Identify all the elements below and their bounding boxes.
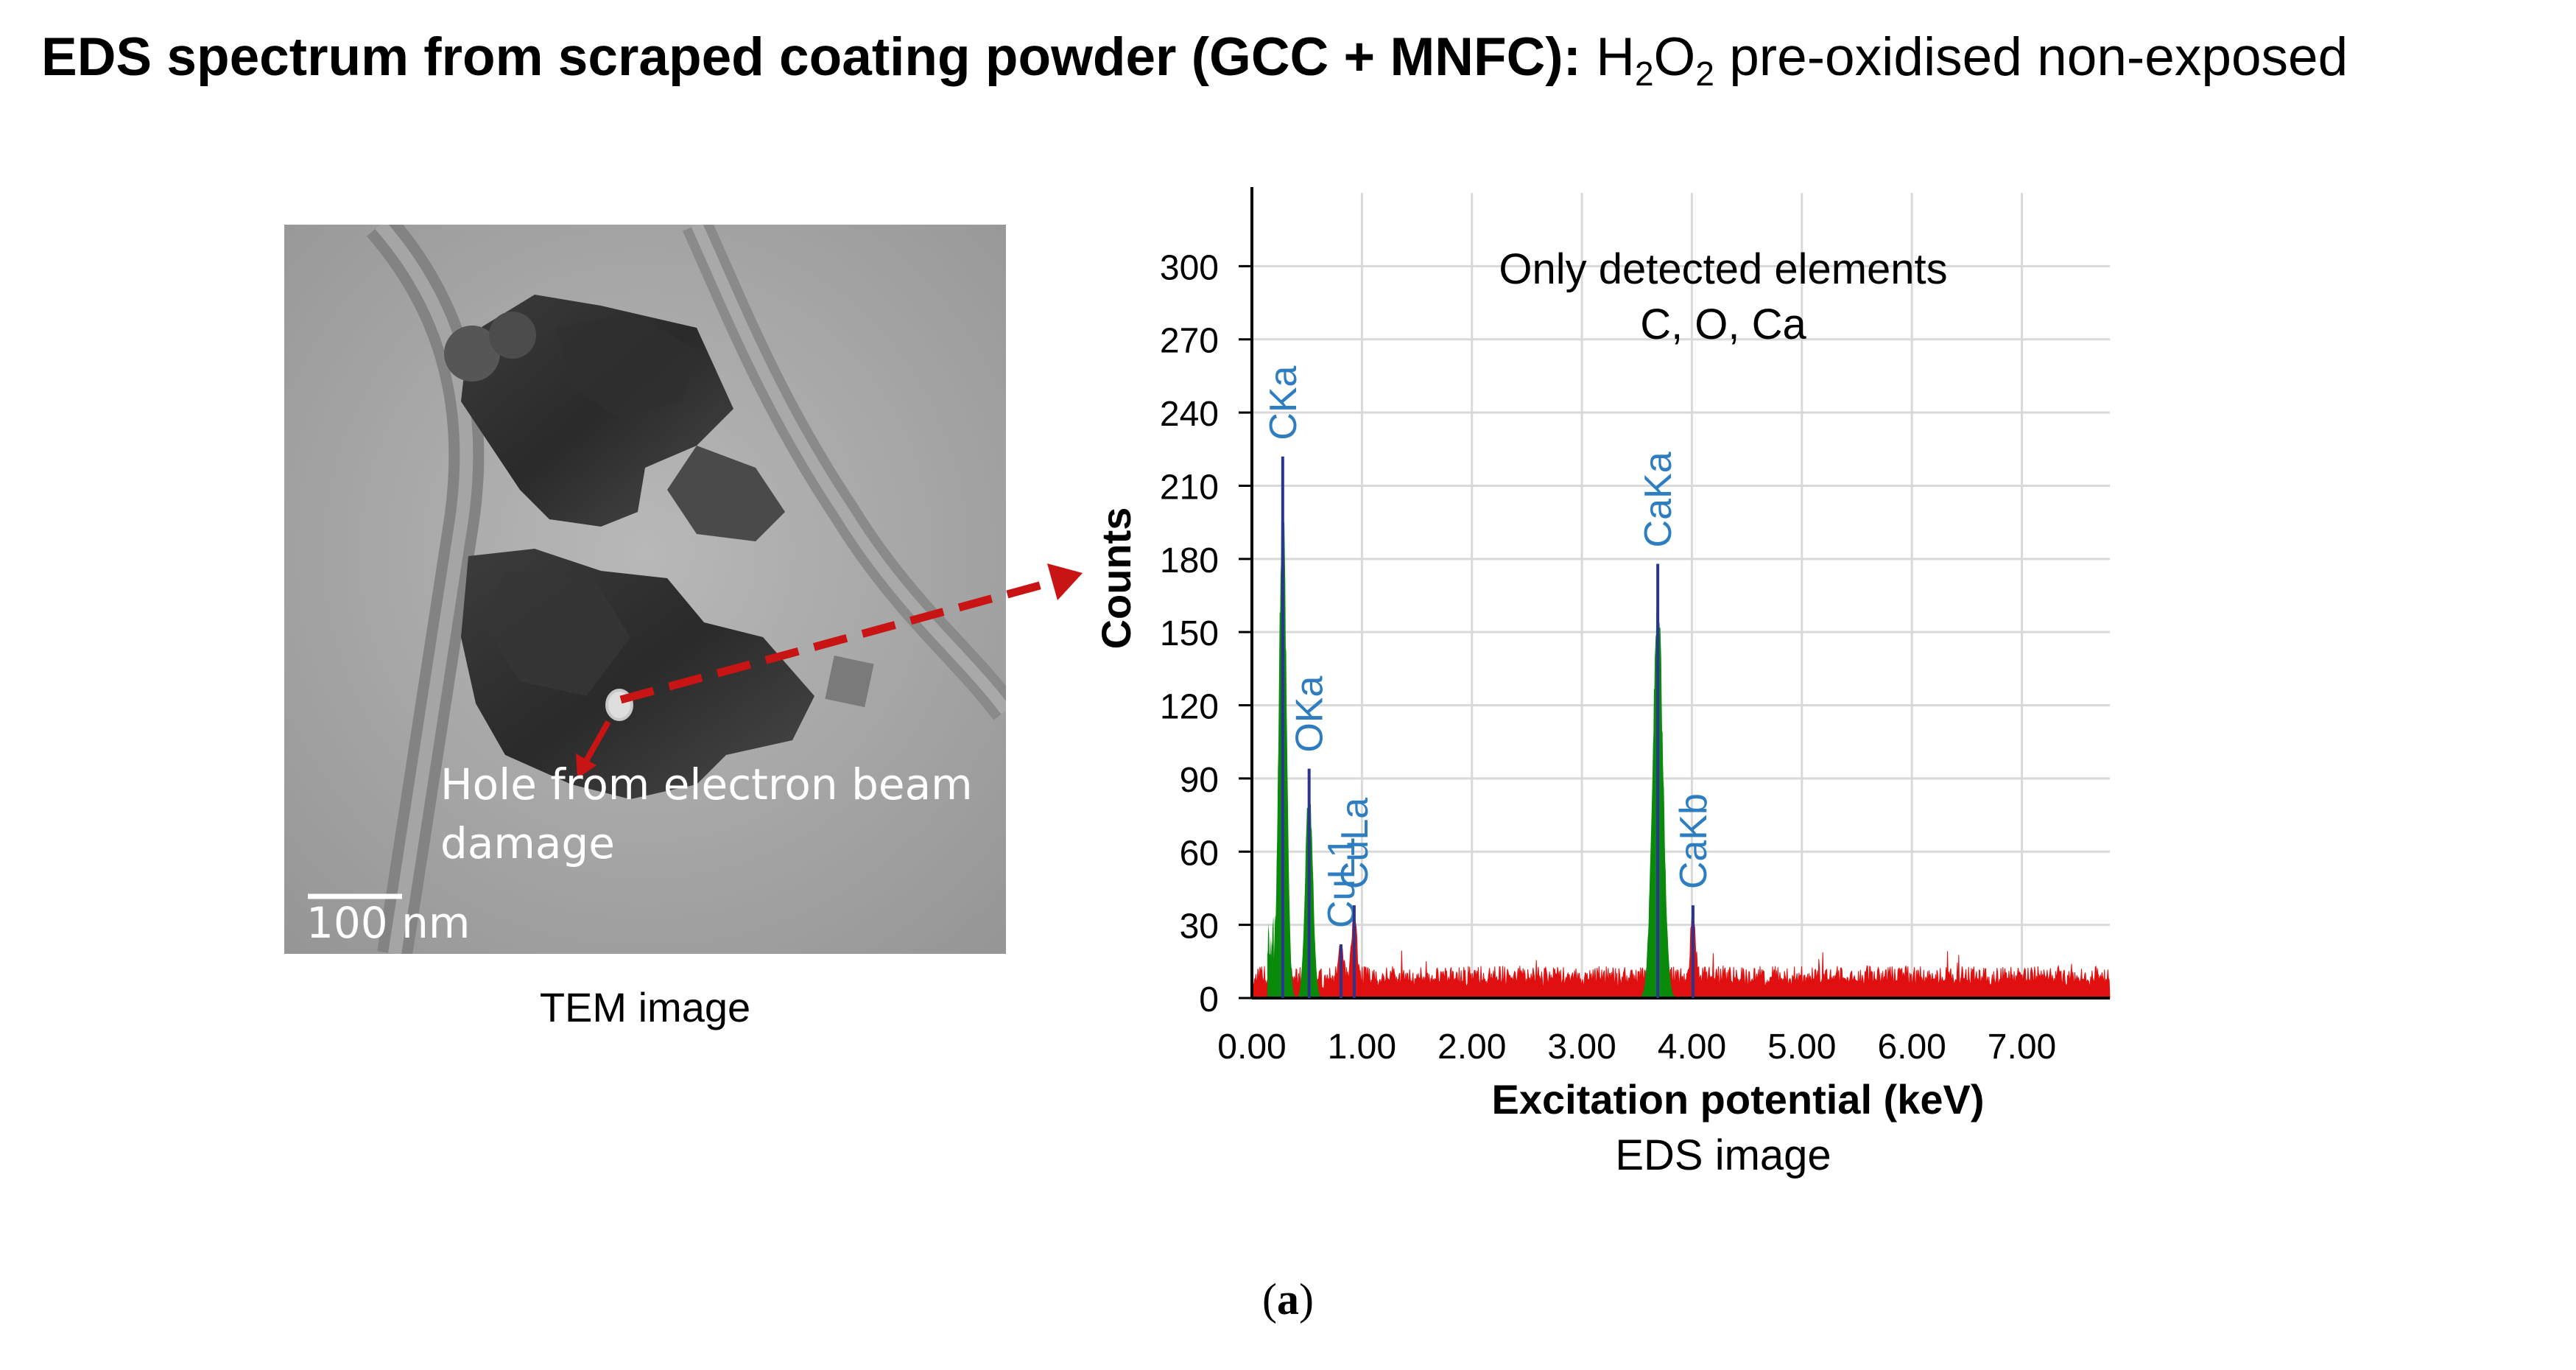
peak-label-cul1: CuL1 — [1320, 837, 1363, 928]
tem-crystal-upper-facet — [557, 313, 697, 416]
figure-label: (a) — [0, 1274, 2576, 1325]
peak-label-cula: CuLa — [1334, 798, 1376, 889]
x-tick-label: 4.00 — [1658, 1028, 1726, 1067]
peak-label-caka: CaKa — [1637, 452, 1680, 547]
tem-caption: TEM image — [539, 984, 751, 1030]
tem-annotation-line2: damage — [440, 818, 615, 868]
spectrum — [1251, 492, 2111, 999]
tem-carbon-strand-right-inner — [691, 225, 1006, 714]
tem-particle-small-2 — [489, 312, 536, 359]
y-tick-label: 300 — [1160, 248, 1219, 287]
chart-annotation-line1: Only detected elements — [1499, 245, 1947, 293]
y-tick-label: 150 — [1160, 614, 1219, 653]
peak-label-cka: CKa — [1262, 365, 1305, 440]
y-tick-label: 90 — [1180, 761, 1219, 800]
figure-label-open: ( — [1262, 1275, 1277, 1324]
tem-crystal-lower-facet — [483, 571, 630, 696]
y-tick-label: 240 — [1160, 395, 1219, 434]
x-tick-label: 6.00 — [1877, 1028, 1946, 1067]
title-rest-a: H — [1596, 27, 1635, 87]
tem-hole-arrow — [583, 720, 611, 762]
tem-crystal-small-block — [825, 656, 874, 708]
title-bold: EDS spectrum from scraped coating powder… — [41, 27, 1581, 87]
y-tick-label: 120 — [1160, 688, 1219, 727]
figure-title: EDS spectrum from scraped coating powder… — [41, 27, 2348, 91]
x-axis-label: Excitation potential (keV) — [1492, 1076, 1985, 1123]
chart-axes — [1250, 187, 2110, 1000]
peak-label-oka: OKa — [1289, 676, 1331, 753]
x-tick-label: 5.00 — [1767, 1028, 1836, 1067]
y-tick-label: 180 — [1160, 541, 1219, 580]
chart-annotation-line2: C, O, Ca — [1640, 301, 1806, 348]
y-tick-label: 0 — [1199, 980, 1219, 1019]
tem-scale-bar-label: 100 nm — [306, 898, 470, 948]
title-rest: H2O2 pre-oxidised non-exposed — [1596, 27, 2348, 91]
background-spectrum — [1251, 913, 2111, 999]
x-tick-label: 7.00 — [1988, 1028, 2056, 1067]
title-rest-b: O — [1653, 27, 1696, 87]
x-tick-label: 0.00 — [1217, 1028, 1286, 1067]
tem-to-eds-arrow — [619, 577, 1055, 704]
x-tick-label: 1.00 — [1328, 1028, 1396, 1067]
title-sub-2: 2 — [1695, 55, 1714, 93]
x-tick-label: 3.00 — [1547, 1028, 1616, 1067]
y-tick-label: 270 — [1160, 322, 1219, 361]
title-sub-1: 2 — [1634, 55, 1654, 93]
y-tick-label: 210 — [1160, 468, 1219, 507]
chart-ticks: 0 30 60 90 120 150 180 210 240 270 300 0.00 1.00 2.00… — [1160, 248, 2056, 1067]
tem-annotation-line1: Hole from electron beam — [440, 759, 973, 809]
peak-shoulder — [1267, 915, 1276, 998]
title-rest-c: pre-oxidised non-exposed — [1714, 27, 2348, 87]
chart-grid — [1250, 193, 2110, 998]
y-tick-label: 30 — [1180, 907, 1219, 946]
tem-particle-small-1 — [444, 326, 500, 382]
tem-to-eds-arrowhead — [1047, 563, 1083, 600]
tem-carbon-strand-left-inner — [375, 225, 474, 954]
tem-hole-arrowhead — [576, 754, 597, 779]
peak-label-cakb: CaKb — [1672, 793, 1715, 889]
figure-label-close: ) — [1299, 1275, 1314, 1324]
x-tick-label: 2.00 — [1437, 1028, 1506, 1067]
tem-crystal-right-edge — [667, 446, 785, 541]
y-axis-label: Counts — [1093, 507, 1139, 650]
eds-caption: EDS image — [1615, 1131, 1831, 1179]
y-tick-label: 60 — [1180, 834, 1219, 873]
tem-image: Hole from electron beam damage 100 nm — [284, 225, 1006, 954]
figure-label-letter: a — [1277, 1275, 1299, 1324]
